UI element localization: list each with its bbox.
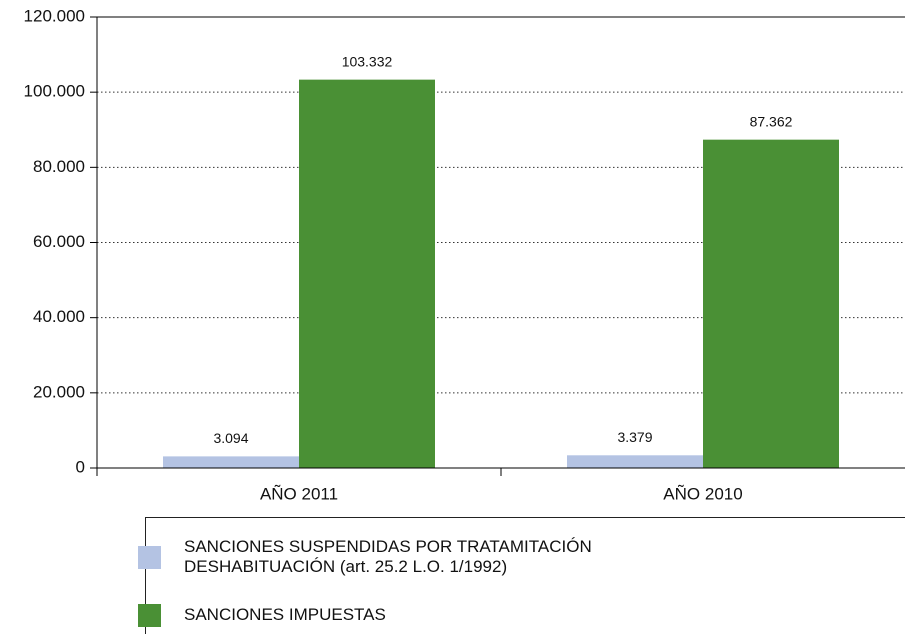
y-tick-label: 0: [76, 457, 85, 476]
legend-swatch: [138, 546, 161, 569]
legend: SANCIONES SUSPENDIDAS POR TRATAMITACIÓN …: [138, 517, 905, 634]
legend-label: SANCIONES SUSPENDIDAS POR TRATAMITACIÓN …: [184, 537, 592, 576]
x-tick-label: AÑO 2011: [260, 484, 338, 503]
legend-label: SANCIONES IMPUESTAS: [184, 605, 386, 624]
bar: [299, 79, 435, 469]
legend-swatch: [138, 604, 161, 627]
y-tick-label: 120.000: [24, 6, 85, 25]
bar: [703, 139, 839, 468]
y-tick-label: 80.000: [33, 157, 85, 176]
y-tick-label: 20.000: [33, 382, 85, 401]
y-tick-label: 60.000: [33, 232, 85, 251]
value-label: 87.362: [750, 113, 793, 129]
y-tick-label: 40.000: [33, 307, 85, 326]
x-tick-label: AÑO 2010: [663, 484, 742, 503]
y-tick-label: 100.000: [24, 82, 85, 101]
value-label: 3.379: [617, 429, 652, 445]
value-label: 103.332: [342, 53, 393, 69]
bar: [567, 455, 703, 468]
value-label: 3.094: [213, 430, 248, 446]
bar: [163, 456, 299, 468]
